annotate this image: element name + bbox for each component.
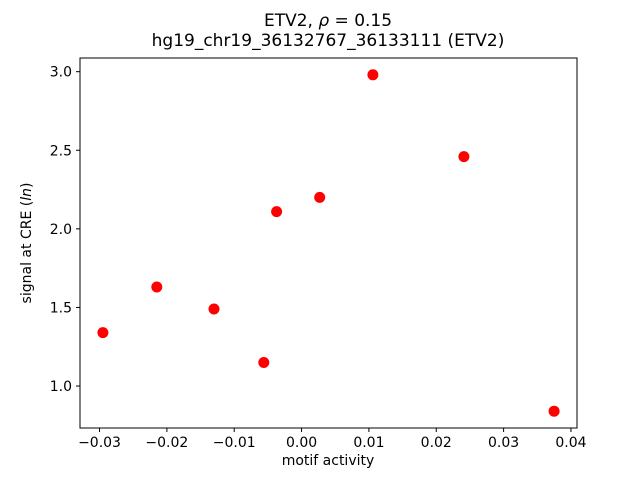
x-tick-label: −0.03 [78,435,121,451]
y-tick-label: 2.5 [50,143,72,159]
scatter-point [208,303,220,315]
y-tick-label: 1.5 [50,300,72,316]
x-axis-label: motif activity [282,453,375,469]
scatter-point [271,206,283,218]
scatter-point [458,151,470,163]
rho-symbol: ρ [318,11,329,31]
x-tick-label: 0.01 [353,435,384,451]
ylabel-prefix: signal at CRE ( [19,201,35,304]
scatter-point [367,69,379,81]
y-tick-label: 3.0 [50,65,72,81]
scatter-point [314,191,326,203]
y-tick-label: 1.0 [50,379,72,395]
x-tick-label: −0.02 [145,435,188,451]
axis-ticks [76,71,572,432]
x-tick-label: 0.02 [421,435,452,451]
x-tick-label: 0.00 [286,435,317,451]
title-suffix: = 0.15 [329,11,392,31]
ylabel-suffix: ) [19,183,35,188]
scatter-point [548,405,560,417]
y-tick-label: 2.0 [50,222,72,238]
axis-tick-labels: −0.03 −0.02 −0.01 0.00 0.01 0.02 0.03 0.04 1.0 1.… [50,65,587,451]
scatter-point [97,327,109,339]
x-tick-label: −0.01 [213,435,256,451]
x-tick-label: 0.03 [488,435,519,451]
scatter-point [258,357,270,368]
title-prefix: ETV2, [264,11,318,31]
chart-title-line1: ETV2, ρ = 0.15 [264,11,392,31]
plot-area [79,57,578,429]
ylabel-italic: ln [19,188,35,201]
y-axis-label: signal at CRE (ln) [19,183,35,304]
scatter-point [151,281,163,293]
x-tick-label: 0.04 [555,435,586,451]
data-points [97,69,560,417]
chart-title-line2: hg19_chr19_36132767_36133111 (ETV2) [152,31,505,51]
